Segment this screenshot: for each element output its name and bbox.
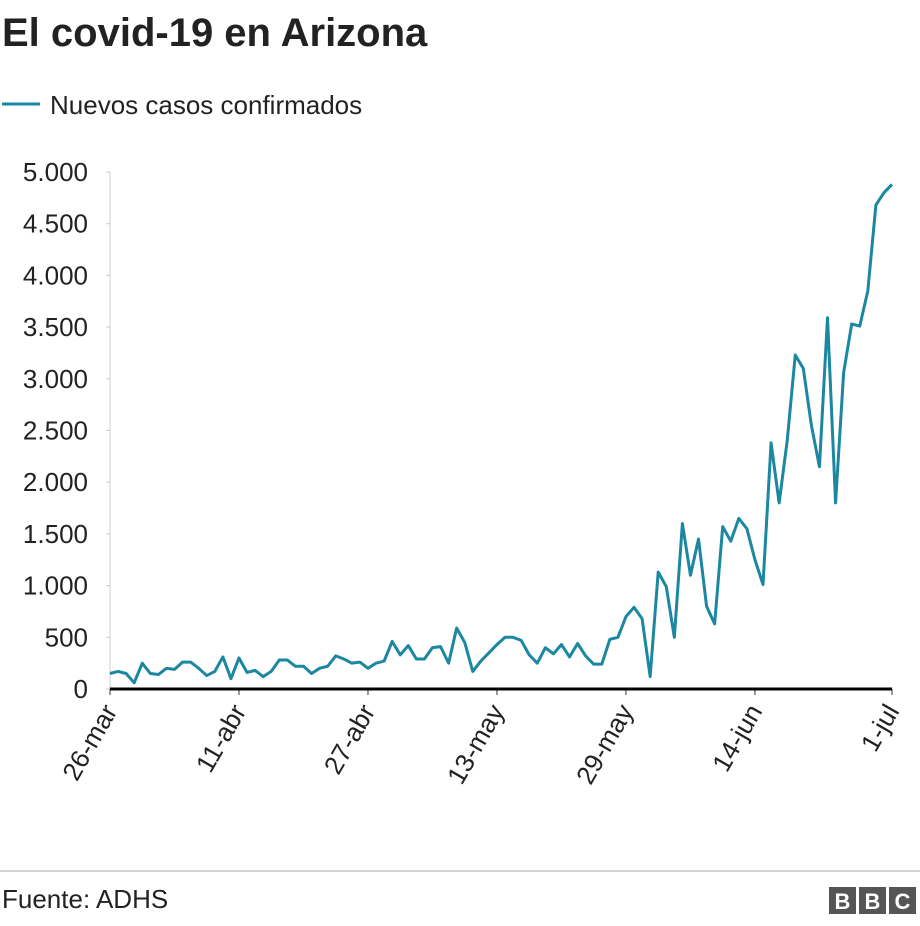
x-tick-label: 13-may (441, 699, 510, 789)
y-tick-label: 4.000 (23, 260, 88, 290)
y-tick-label: 4.500 (23, 209, 88, 239)
x-tick-label: 1-jul (855, 699, 906, 757)
logo-letter: B (835, 889, 851, 914)
y-tick-label: 0 (74, 674, 88, 704)
y-tick-label: 5.000 (23, 157, 88, 187)
logo-box (829, 887, 856, 914)
x-tick-label: 11-abr (190, 699, 253, 778)
data-line (109, 183, 894, 685)
y-tick-label: 3.000 (23, 364, 88, 394)
logo-letter: C (895, 889, 911, 914)
y-tick-label: 1.000 (23, 571, 88, 601)
legend-label: Nuevos casos confirmados (50, 90, 362, 120)
y-tick-label: 3.500 (23, 312, 88, 342)
x-tick-label: 26-mar (56, 699, 123, 786)
y-tick-label: 2.000 (23, 467, 88, 497)
y-tick-label: 500 (45, 622, 88, 652)
chart-title: El covid-19 en Arizona (2, 11, 428, 55)
logo-box (889, 887, 916, 914)
logo-letter: B (865, 889, 881, 914)
y-tick-label: 1.500 (23, 519, 88, 549)
x-tick-label: 14-jun (706, 699, 768, 777)
x-tick-label: 27-abr (318, 699, 382, 779)
logo-box (859, 887, 886, 914)
source: Fuente: ADHS (2, 884, 168, 914)
x-tick-label: 29-may (570, 699, 639, 789)
y-tick-label: 2.500 (23, 416, 88, 446)
